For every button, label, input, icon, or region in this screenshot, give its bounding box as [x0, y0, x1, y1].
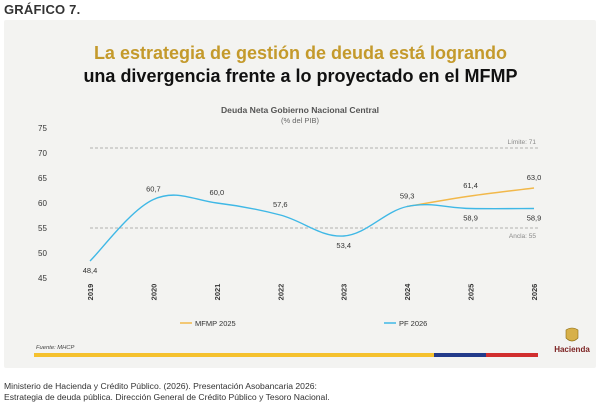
- chart-headline-line2: una divergencia frente a lo proyectado e…: [83, 66, 518, 86]
- chart-subtitle: (% del PIB): [281, 116, 319, 125]
- citation-line2: Estrategia de deuda pública. Dirección G…: [4, 392, 330, 402]
- figure-number-label: GRÁFICO 7.: [4, 2, 81, 17]
- hacienda-seal-icon: [565, 327, 579, 342]
- x-tick-label: 2024: [403, 283, 412, 301]
- data-label: 61,4: [463, 181, 478, 190]
- data-label: 53,4: [336, 241, 351, 250]
- x-tick-label: 2019: [86, 284, 95, 301]
- reference-line-label: Límite: 71: [507, 139, 536, 146]
- y-tick-label: 60: [38, 199, 47, 208]
- x-tick-label: 2022: [276, 284, 285, 301]
- data-label: 58,9: [527, 214, 542, 223]
- seal-shape: [565, 327, 579, 342]
- source-note: Fuente: MHCP: [36, 345, 74, 351]
- y-tick-label: 50: [38, 249, 47, 258]
- bottom-bar-blue: [434, 353, 486, 357]
- data-label: 59,3: [400, 192, 415, 201]
- data-label: 57,6: [273, 200, 288, 209]
- citation-line1: Ministerio de Hacienda y Crédito Público…: [4, 381, 317, 391]
- data-label: 63,0: [527, 173, 542, 182]
- series-line-mfmp-2025: [407, 187, 535, 208]
- data-label: 60,7: [146, 185, 161, 194]
- bottom-bar-red: [486, 353, 538, 357]
- x-tick-label: 2020: [149, 284, 158, 301]
- y-tick-label: 45: [38, 274, 47, 283]
- y-tick-label: 65: [38, 174, 47, 183]
- data-label: 48,4: [83, 266, 98, 275]
- data-label: 60,0: [210, 188, 225, 197]
- chart-title: Deuda Neta Gobierno Nacional Central: [221, 105, 379, 115]
- legend-label: MFMP 2025: [195, 319, 236, 328]
- chart-panel: [4, 20, 596, 368]
- data-label: 58,9: [463, 214, 478, 223]
- citation: Ministerio de Hacienda y Crédito Público…: [4, 381, 330, 403]
- series-line-pf-2026: [89, 194, 535, 262]
- x-tick-label: 2021: [213, 284, 222, 301]
- bottom-bar-yellow: [34, 353, 434, 357]
- logo-wordmark: Hacienda: [554, 345, 590, 354]
- legend-label: PF 2026: [399, 319, 427, 328]
- x-tick-label: 2025: [467, 284, 476, 301]
- x-tick-label: 2026: [530, 284, 539, 301]
- chart-headline-line1: La estrategia de gestión de deuda está l…: [93, 43, 508, 63]
- reference-line-label: Ancla: 55: [509, 233, 536, 240]
- y-tick-label: 70: [38, 149, 47, 158]
- y-tick-label: 55: [38, 224, 47, 233]
- y-tick-label: 75: [38, 124, 47, 133]
- x-tick-label: 2023: [340, 284, 349, 301]
